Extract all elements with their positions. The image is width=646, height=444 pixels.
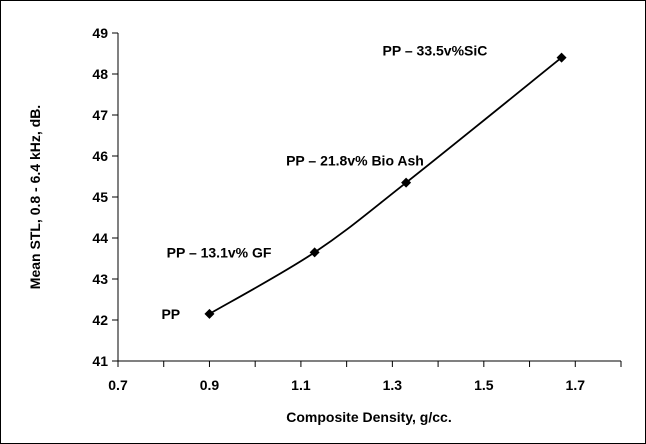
x-tick-label: 1.7 xyxy=(566,377,586,393)
x-ticks: 0.7 0.9 1.1 1.3 1.5 1.7 xyxy=(108,361,622,393)
x-tick-label: 1.5 xyxy=(474,377,494,393)
point-annotation: PP – 33.5v%SiC xyxy=(383,43,488,59)
y-tick-label: 42 xyxy=(92,312,108,328)
y-tick-label: 45 xyxy=(92,189,108,205)
y-tick-label: 49 xyxy=(92,25,108,41)
point-annotation: PP – 13.1v% GF xyxy=(167,244,272,260)
x-tick-label: 1.1 xyxy=(291,377,311,393)
y-tick-label: 43 xyxy=(92,271,108,287)
x-tick-label: 0.9 xyxy=(200,377,220,393)
y-tick-label: 44 xyxy=(92,230,108,246)
y-tick-label: 41 xyxy=(92,353,108,369)
y-tick-label: 46 xyxy=(92,148,108,164)
data-point xyxy=(401,177,412,188)
x-tick-label: 1.3 xyxy=(383,377,403,393)
point-annotation: PP – 21.8v% Bio Ash xyxy=(286,153,424,169)
data-point xyxy=(309,247,320,258)
y-axis-title: Mean STL, 0.8 - 6.4 kHz, dB. xyxy=(27,105,43,289)
axes xyxy=(117,33,621,362)
series-line xyxy=(209,56,563,315)
annotations: PP PP – 13.1v% GF PP – 21.8v% Bio Ash PP – … xyxy=(161,43,487,322)
y-tick-label: 47 xyxy=(92,107,108,123)
data-point xyxy=(204,308,215,319)
point-annotation: PP xyxy=(161,306,180,322)
y-ticks: 41 42 43 44 45 46 47 48 49 xyxy=(92,25,118,369)
x-tick-label: 0.7 xyxy=(108,377,128,393)
x-axis-title: Composite Density, g/cc. xyxy=(286,409,451,425)
data-markers xyxy=(204,52,567,319)
y-tick-label: 48 xyxy=(92,66,108,82)
data-point xyxy=(556,52,567,63)
